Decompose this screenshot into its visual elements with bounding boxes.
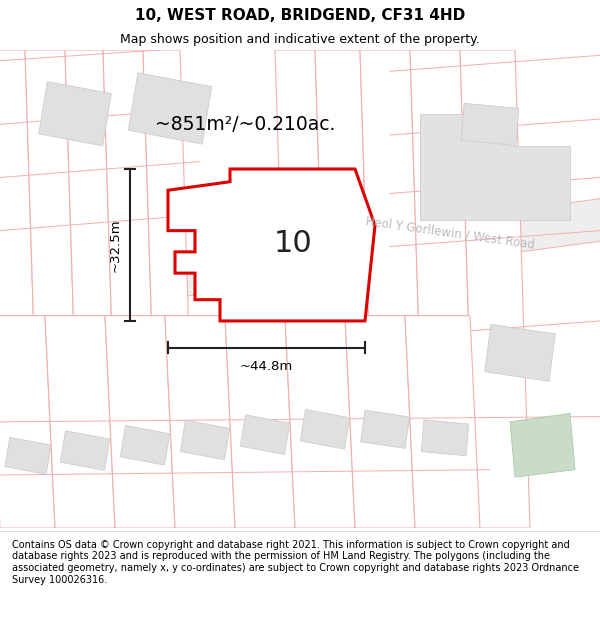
- Polygon shape: [143, 50, 195, 528]
- Polygon shape: [361, 410, 409, 448]
- Polygon shape: [510, 413, 575, 477]
- Polygon shape: [128, 72, 212, 144]
- Polygon shape: [25, 50, 80, 528]
- Polygon shape: [180, 420, 230, 460]
- Polygon shape: [0, 50, 40, 528]
- Polygon shape: [65, 50, 118, 528]
- Text: ~44.8m: ~44.8m: [240, 360, 293, 373]
- Polygon shape: [45, 316, 115, 528]
- Polygon shape: [60, 431, 110, 471]
- Polygon shape: [421, 420, 469, 456]
- Polygon shape: [360, 50, 425, 528]
- Polygon shape: [5, 438, 51, 474]
- Polygon shape: [220, 186, 355, 299]
- Polygon shape: [285, 316, 355, 528]
- Text: 10, WEST ROAD, BRIDGEND, CF31 4HD: 10, WEST ROAD, BRIDGEND, CF31 4HD: [135, 8, 465, 22]
- Polygon shape: [345, 316, 415, 528]
- Polygon shape: [38, 82, 112, 146]
- Polygon shape: [240, 415, 290, 454]
- Text: Heol Y Gorllewin / West Road: Heol Y Gorllewin / West Road: [365, 214, 535, 251]
- Polygon shape: [460, 50, 530, 528]
- Text: ~32.5m: ~32.5m: [109, 218, 121, 272]
- Polygon shape: [165, 316, 235, 528]
- Text: 10: 10: [274, 229, 313, 258]
- Polygon shape: [103, 50, 158, 528]
- Polygon shape: [461, 103, 519, 146]
- Polygon shape: [315, 50, 375, 528]
- Polygon shape: [300, 409, 350, 449]
- Polygon shape: [420, 114, 570, 220]
- Polygon shape: [485, 324, 556, 381]
- Polygon shape: [120, 426, 170, 465]
- Polygon shape: [168, 169, 375, 321]
- Text: ~851m²/~0.210ac.: ~851m²/~0.210ac.: [155, 115, 335, 134]
- Polygon shape: [405, 316, 480, 528]
- Text: Contains OS data © Crown copyright and database right 2021. This information is : Contains OS data © Crown copyright and d…: [12, 540, 579, 584]
- Polygon shape: [225, 316, 295, 528]
- Polygon shape: [105, 316, 175, 528]
- Polygon shape: [275, 50, 330, 528]
- Polygon shape: [410, 50, 475, 528]
- Text: Map shows position and indicative extent of the property.: Map shows position and indicative extent…: [120, 32, 480, 46]
- Polygon shape: [0, 199, 600, 321]
- Polygon shape: [0, 316, 55, 528]
